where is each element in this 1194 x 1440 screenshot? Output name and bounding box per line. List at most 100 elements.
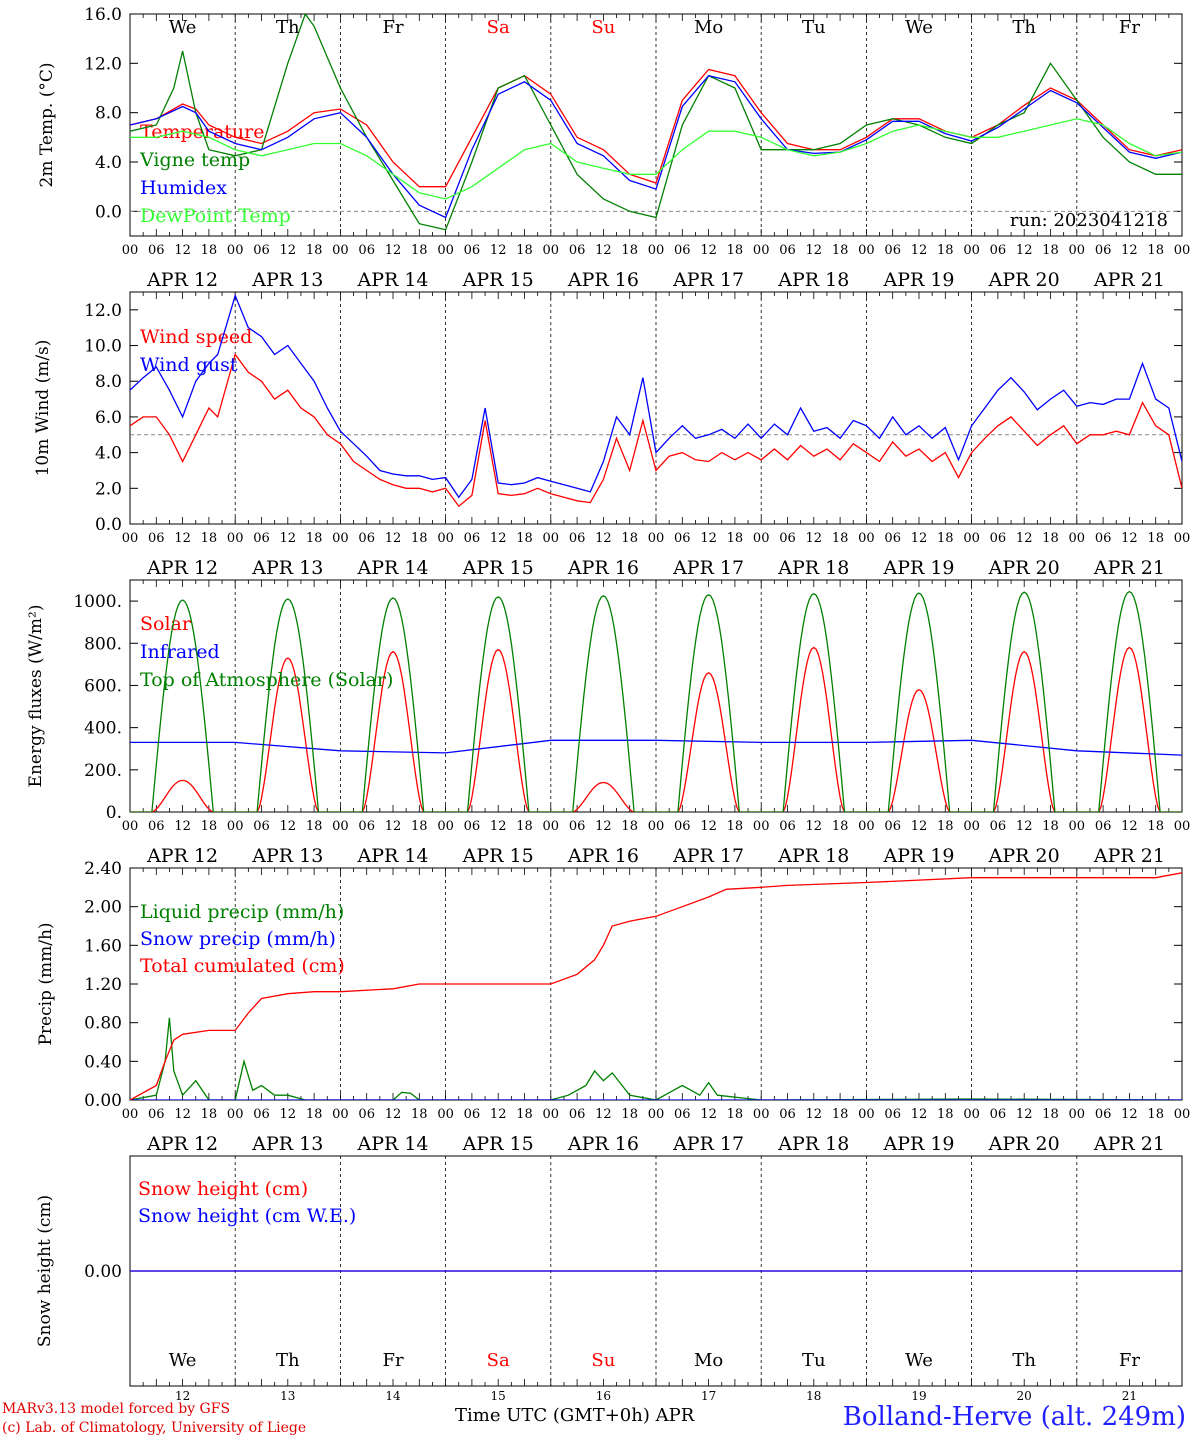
y-tick-label: 1000. — [73, 592, 122, 612]
y-tick-label: 16.0 — [84, 5, 122, 25]
hour-tick-label: 06 — [884, 1107, 901, 1122]
hour-tick-label: 18 — [832, 531, 849, 546]
date-label: APR 15 — [462, 1133, 534, 1155]
hour-tick-label: 06 — [884, 243, 901, 258]
hour-tick-label: 06 — [779, 243, 796, 258]
series-line-3-1 — [130, 646, 1182, 812]
panel-4: 2.40 2.00 1.60 1.20 0.80 0.40 0.00 Precip (mm/h… — [36, 859, 1190, 1155]
date-label: APR 19 — [882, 557, 954, 579]
hour-tick-label: 12 — [1016, 243, 1033, 258]
hour-tick-label: 12 — [385, 243, 402, 258]
series-line-4-1 — [130, 1017, 1182, 1100]
weekday-label-bottom: Su — [591, 1350, 615, 1371]
y-tick-label: 10.0 — [84, 337, 122, 357]
hour-tick-label: 06 — [253, 1107, 270, 1122]
hour-tick-label: 18 — [727, 243, 744, 258]
panel-3: 1000. 800. 600. 400. 200. 0. Energy fluxes (W/… — [26, 579, 1190, 867]
hour-tick-label: 18 — [621, 819, 638, 834]
day-number: 13 — [280, 1389, 295, 1403]
hour-tick-label: 12 — [490, 819, 507, 834]
hour-tick-label: 12 — [806, 531, 823, 546]
date-label: APR 21 — [1093, 269, 1165, 291]
hour-tick-label: 18 — [201, 819, 218, 834]
hour-tick-label: 12 — [806, 819, 823, 834]
hour-tick-label: 06 — [884, 819, 901, 834]
hour-tick-label: 00 — [858, 243, 875, 258]
y-tick-label: 12.0 — [84, 54, 122, 74]
date-label: APR 15 — [462, 557, 534, 579]
hour-tick-label: 18 — [1147, 1107, 1164, 1122]
weekday-label: Su — [591, 17, 615, 38]
hour-tick-label: 18 — [306, 819, 323, 834]
hour-tick-label: 12 — [700, 1107, 717, 1122]
date-label: APR 18 — [777, 557, 849, 579]
hour-tick-label: 12 — [385, 819, 402, 834]
date-label: APR 12 — [146, 845, 218, 867]
weekday-label-bottom: Sa — [487, 1350, 510, 1371]
y-tick-label: 0.40 — [84, 1052, 122, 1072]
hour-tick-label: 06 — [358, 1107, 375, 1122]
hour-tick-label: 00 — [753, 531, 770, 546]
weekday-label: Mo — [694, 17, 723, 38]
hour-tick-label: 06 — [148, 819, 165, 834]
hour-tick-label: 00 — [437, 819, 454, 834]
day-number: 14 — [385, 1389, 401, 1403]
hour-tick-label: 06 — [148, 531, 165, 546]
hour-tick-label: 18 — [1147, 531, 1164, 546]
day-number: 15 — [491, 1389, 506, 1403]
hour-tick-label: 18 — [516, 531, 533, 546]
weekday-label: Th — [1012, 17, 1036, 38]
hour-tick-label: 12 — [911, 819, 928, 834]
hour-tick-label: 00 — [332, 531, 349, 546]
hour-tick-label: 18 — [1147, 243, 1164, 258]
station-name: Bolland-Herve (alt. 249m) — [842, 1402, 1186, 1432]
hour-tick-label: 18 — [306, 243, 323, 258]
hour-tick-label: 06 — [464, 819, 481, 834]
hour-tick-label: 00 — [543, 1107, 560, 1122]
legend-entry: Total cumulated (cm) — [140, 955, 345, 977]
hour-tick-label: 06 — [990, 243, 1007, 258]
legend-entry: Infrared — [140, 641, 220, 663]
hour-tick-label: 18 — [621, 531, 638, 546]
day-number: 17 — [701, 1389, 716, 1403]
x-axis-title: Time UTC (GMT+0h) APR — [455, 1405, 695, 1426]
weekday-label: Th — [276, 17, 300, 38]
hour-tick-label: 00 — [1069, 531, 1086, 546]
date-label: APR 13 — [251, 557, 323, 579]
y-tick-label: 4.0 — [95, 444, 122, 464]
legend-entry: Solar — [140, 613, 192, 635]
series-line-3-3 — [130, 590, 1182, 812]
hour-tick-label: 18 — [621, 1107, 638, 1122]
legend-entry: DewPoint Temp — [140, 205, 291, 227]
hour-tick-label: 18 — [411, 531, 428, 546]
hour-tick-label: 06 — [464, 531, 481, 546]
run-annotation: run: 2023041218 — [1010, 210, 1168, 231]
y-tick-label: 1.60 — [84, 936, 122, 956]
hour-tick-label: 12 — [1016, 1107, 1033, 1122]
date-label: APR 16 — [567, 1133, 639, 1155]
day-number: 20 — [1017, 1389, 1032, 1403]
hour-tick-label: 06 — [1095, 1107, 1112, 1122]
hour-tick-label: 18 — [306, 1107, 323, 1122]
hour-tick-label: 06 — [569, 1107, 586, 1122]
y-tick-label: 0.0 — [95, 202, 122, 222]
hour-tick-label: 00 — [122, 531, 139, 546]
hour-tick-label: 00 — [332, 243, 349, 258]
weekday-label: Tu — [802, 17, 826, 38]
legend-entry: Wind gust — [140, 354, 238, 376]
date-label: APR 14 — [356, 845, 428, 867]
day-number: 18 — [806, 1389, 821, 1403]
hour-tick-label: 18 — [937, 1107, 954, 1122]
hour-tick-label: 12 — [174, 1107, 191, 1122]
hour-tick-label: 18 — [516, 243, 533, 258]
weekday-label-bottom: Th — [276, 1350, 300, 1371]
hour-tick-label: 18 — [411, 1107, 428, 1122]
y-tick-label: 800. — [84, 634, 122, 654]
weekday-label: We — [905, 17, 933, 38]
hour-tick-label: 18 — [727, 531, 744, 546]
hour-tick-label: 18 — [201, 531, 218, 546]
hour-tick-label: 12 — [595, 243, 612, 258]
hour-tick-label: 12 — [595, 1107, 612, 1122]
hour-tick-label: 18 — [516, 1107, 533, 1122]
